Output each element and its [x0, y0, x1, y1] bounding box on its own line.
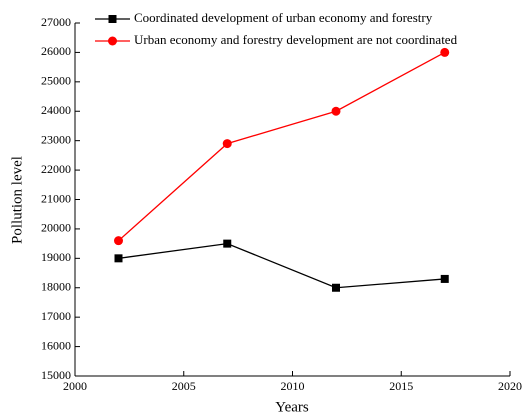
- legend-label: Urban economy and forestry development a…: [134, 32, 458, 47]
- x-tick-label: 2000: [63, 379, 87, 393]
- y-tick-label: 27000: [41, 15, 71, 29]
- legend-marker: [108, 36, 117, 46]
- series-line: [118, 242, 445, 289]
- y-tick-label: 16000: [41, 338, 71, 352]
- y-tick-label: 23000: [41, 132, 71, 146]
- y-tick-label: 26000: [41, 44, 71, 58]
- x-axis-label: Years: [275, 399, 309, 415]
- marker: [114, 236, 123, 246]
- y-tick-label: 17000: [41, 309, 71, 323]
- y-tick-label: 21000: [41, 191, 71, 205]
- y-tick-label: 25000: [41, 74, 71, 88]
- legend-label: Coordinated development of urban economy…: [134, 10, 433, 25]
- marker: [331, 106, 341, 116]
- y-axis-label: Pollution level: [9, 156, 25, 244]
- x-tick-label: 2020: [498, 379, 522, 393]
- y-tick-label: 15000: [41, 368, 71, 382]
- marker: [440, 274, 449, 283]
- marker: [114, 254, 123, 263]
- series-line: [118, 51, 446, 242]
- x-tick-label: 2010: [281, 379, 305, 393]
- marker: [223, 239, 232, 248]
- y-tick-label: 19000: [41, 250, 71, 264]
- y-tick-label: 22000: [41, 162, 71, 176]
- legend-marker: [108, 15, 117, 23]
- x-tick-label: 2005: [172, 379, 196, 393]
- x-tick-label: 2015: [389, 379, 413, 393]
- y-tick-label: 20000: [41, 221, 71, 235]
- y-tick-label: 24000: [41, 103, 71, 117]
- marker: [440, 47, 450, 57]
- y-tick-label: 18000: [41, 280, 71, 294]
- marker: [332, 283, 340, 292]
- marker: [222, 139, 232, 149]
